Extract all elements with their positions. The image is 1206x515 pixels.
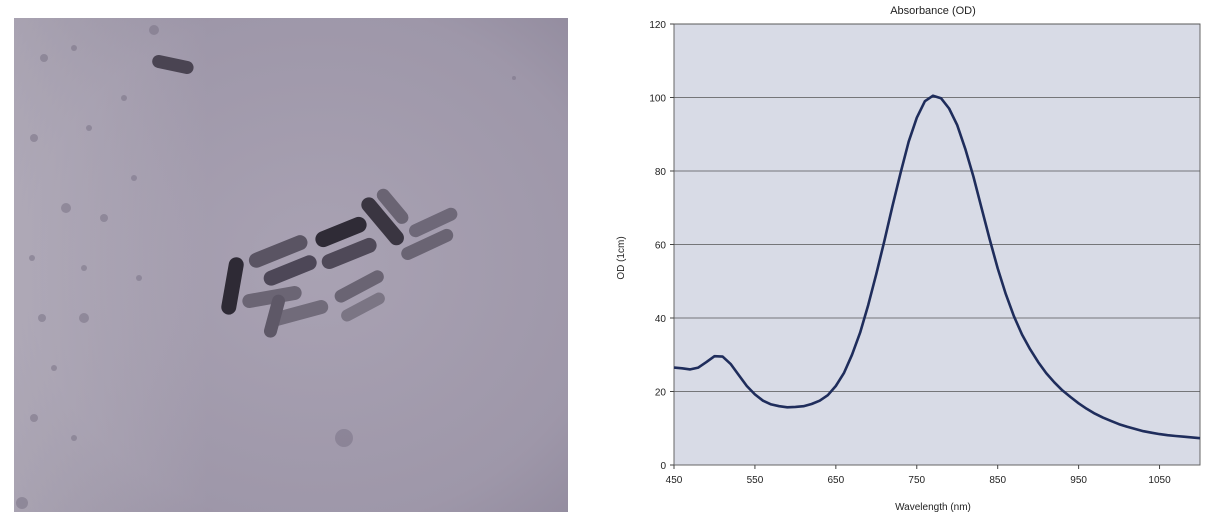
tem-micrograph-image [14, 18, 568, 512]
x-axis: 450 550 650 750 850 950 1050 [666, 465, 1171, 486]
x-tick-label: 850 [989, 475, 1006, 486]
y-tick-label: 80 [655, 167, 667, 178]
y-axis: 0 20 40 60 80 100 120 [649, 20, 674, 472]
x-tick-label: 650 [828, 475, 845, 486]
series-line [673, 94, 1201, 440]
x-axis-title: Wavelength (nm) [895, 502, 971, 513]
y-tick-label: 120 [649, 20, 666, 31]
y-tick-label: 100 [649, 94, 666, 105]
y-tick-label: 0 [660, 461, 666, 472]
absorbance-chart: Absorbance (OD) 0 20 40 60 80 100 120 450 550 65… [616, 5, 1201, 513]
y-tick-label: 20 [655, 388, 667, 399]
x-tick-label: 1050 [1148, 475, 1171, 486]
x-tick-label: 550 [747, 475, 764, 486]
x-tick-label: 950 [1070, 475, 1087, 486]
gridlines [674, 23, 1200, 392]
y-tick-label: 60 [655, 241, 667, 252]
x-tick-label: 750 [908, 475, 925, 486]
x-tick-label: 450 [666, 475, 683, 486]
chart-title: Absorbance (OD) [890, 5, 976, 17]
y-axis-title: OD (1cm) [616, 236, 627, 279]
y-tick-label: 40 [655, 314, 667, 325]
